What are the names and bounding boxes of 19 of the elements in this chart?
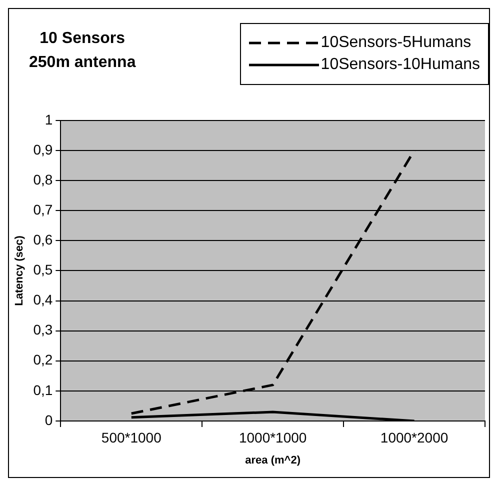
- chart-title: 10 Sensors 250m antenna: [29, 29, 136, 73]
- y-tick-label: 0,3: [33, 322, 53, 338]
- y-tick-label: 0,8: [33, 171, 53, 188]
- y-tick-label: 0,5: [33, 262, 53, 278]
- y-tick-label: 0,9: [33, 141, 53, 158]
- y-tick-label: 0,1: [33, 382, 53, 398]
- legend-label: 10Sensors-5Humans: [320, 34, 472, 52]
- x-axis-title: area (m^2): [245, 454, 301, 466]
- y-tick-label: 0,6: [33, 232, 53, 248]
- y-tick-label: 0,4: [33, 292, 53, 308]
- legend-label: 10Sensors-10Humans: [320, 56, 480, 74]
- y-tick-label: 0,7: [33, 201, 53, 218]
- y-tick-label: 1: [44, 111, 53, 128]
- y-axis-title: Latency (sec): [14, 235, 26, 306]
- x-tick-label: 500*1000: [101, 429, 162, 446]
- x-tick-label: 1000*1000: [238, 429, 307, 446]
- x-tick-label: 1000*2000: [380, 429, 448, 446]
- y-tick-label: 0: [44, 412, 53, 428]
- y-tick-label: 0,2: [33, 352, 53, 368]
